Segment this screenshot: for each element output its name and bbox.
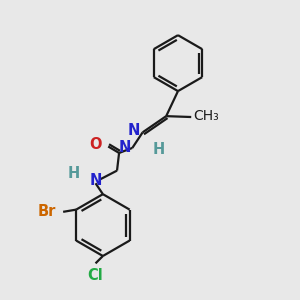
Text: N: N [118,140,131,154]
Text: N: N [89,172,102,188]
Text: CH₃: CH₃ [193,110,219,123]
Text: O: O [89,136,101,152]
Text: Cl: Cl [88,268,103,283]
Text: N: N [128,123,140,138]
Text: Br: Br [38,204,56,219]
Text: H: H [153,142,165,158]
Text: H: H [68,166,80,181]
